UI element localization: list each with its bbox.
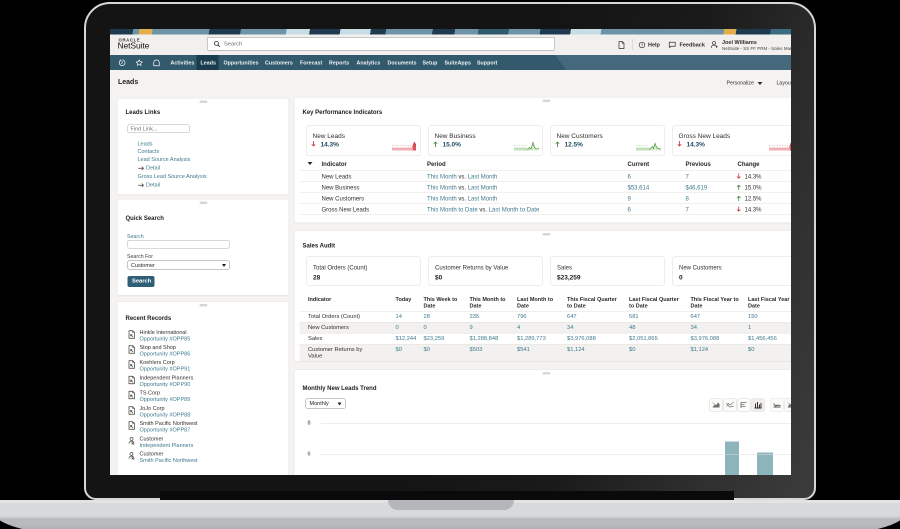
- svg-text:?: ?: [641, 43, 644, 48]
